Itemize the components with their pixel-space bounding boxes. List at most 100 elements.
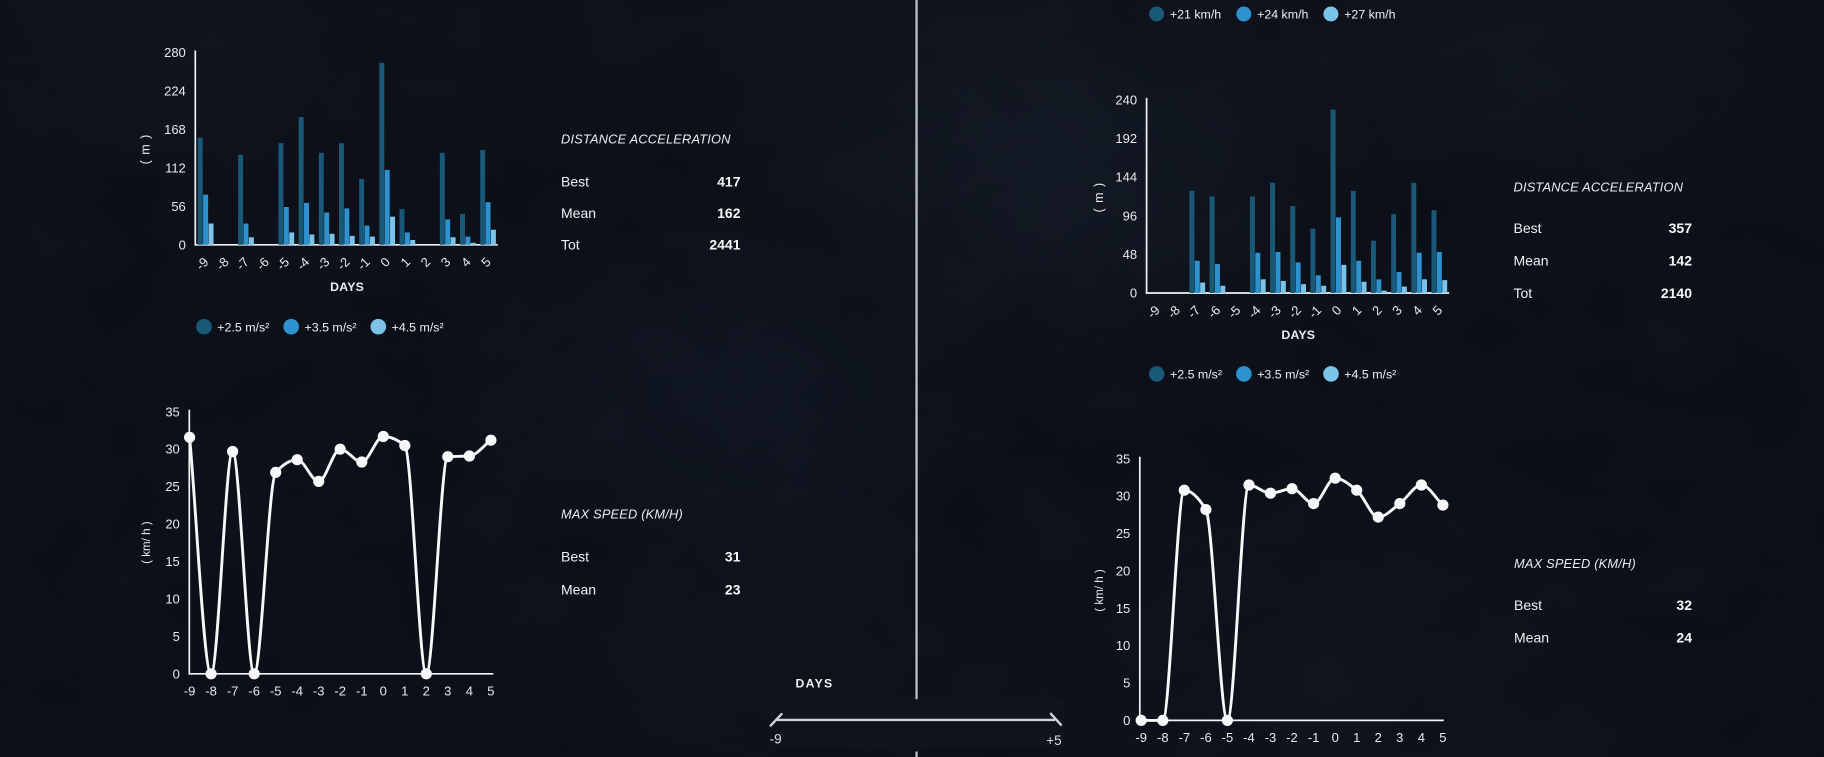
svg-text:24: 24: [1676, 629, 1692, 645]
svg-text:0: 0: [1332, 730, 1339, 745]
svg-text:-9: -9: [770, 732, 782, 747]
svg-text:5: 5: [173, 629, 180, 644]
svg-text:30: 30: [1116, 489, 1130, 504]
svg-text:( m ): ( m ): [139, 134, 153, 165]
svg-text:DISTANCE ACCELERATION: DISTANCE ACCELERATION: [1514, 180, 1684, 195]
svg-text:-8: -8: [205, 684, 217, 699]
svg-text:Mean: Mean: [561, 205, 596, 221]
svg-text:DAYS: DAYS: [330, 280, 364, 294]
svg-text:DISTANCE ACCELERATION: DISTANCE ACCELERATION: [561, 132, 731, 147]
svg-text:Mean: Mean: [1514, 629, 1549, 645]
svg-text:357: 357: [1669, 220, 1693, 236]
svg-text:-3: -3: [313, 684, 325, 699]
svg-text:Best: Best: [561, 174, 589, 190]
svg-text:25: 25: [1116, 526, 1130, 541]
svg-text:Tot: Tot: [1514, 285, 1533, 301]
svg-text:+5: +5: [1046, 733, 1061, 748]
svg-text:30: 30: [165, 442, 179, 457]
svg-text:0: 0: [173, 666, 180, 681]
svg-text:32: 32: [1676, 597, 1692, 613]
svg-text:0: 0: [1123, 713, 1130, 728]
svg-text:DAYS: DAYS: [796, 677, 834, 691]
svg-text:-1: -1: [1308, 730, 1320, 745]
svg-text:5: 5: [487, 684, 494, 699]
svg-text:Mean: Mean: [561, 582, 596, 598]
svg-text:+27 km/h: +27 km/h: [1344, 8, 1395, 22]
svg-text:0: 0: [1130, 286, 1137, 301]
svg-text:Best: Best: [561, 549, 589, 565]
svg-text:( km/ h ): ( km/ h ): [140, 521, 153, 564]
svg-text:25: 25: [165, 479, 179, 494]
svg-text:35: 35: [1116, 451, 1130, 466]
svg-text:20: 20: [1116, 563, 1130, 578]
svg-text:35: 35: [165, 404, 179, 419]
svg-text:-9: -9: [184, 684, 196, 699]
svg-text:0: 0: [179, 237, 186, 252]
svg-text:168: 168: [164, 122, 186, 137]
svg-text:-6: -6: [1200, 730, 1212, 745]
svg-text:-9: -9: [1135, 730, 1147, 745]
svg-text:-5: -5: [1222, 730, 1234, 745]
svg-text:DAYS: DAYS: [1281, 328, 1315, 342]
svg-text:224: 224: [164, 84, 186, 99]
svg-text:20: 20: [165, 517, 179, 532]
svg-text:112: 112: [165, 160, 186, 175]
svg-text:10: 10: [165, 591, 179, 606]
svg-text:-4: -4: [1243, 730, 1255, 745]
svg-text:+21 km/h: +21 km/h: [1170, 8, 1221, 22]
svg-text:3: 3: [1396, 730, 1403, 745]
svg-text:144: 144: [1115, 170, 1137, 185]
svg-text:-4: -4: [291, 684, 303, 699]
svg-text:Mean: Mean: [1514, 253, 1549, 269]
svg-text:192: 192: [1115, 131, 1137, 146]
svg-text:5: 5: [1439, 730, 1446, 745]
svg-text:15: 15: [1116, 601, 1130, 616]
svg-text:280: 280: [164, 45, 186, 60]
svg-text:48: 48: [1123, 247, 1137, 262]
svg-text:31: 31: [725, 549, 741, 565]
svg-text:1: 1: [1353, 730, 1360, 745]
svg-text:3: 3: [444, 684, 451, 699]
svg-text:142: 142: [1669, 253, 1693, 269]
svg-text:-3: -3: [1265, 730, 1277, 745]
svg-text:10: 10: [1116, 638, 1130, 653]
svg-text:2441: 2441: [709, 237, 740, 253]
svg-text:1: 1: [401, 684, 408, 699]
svg-text:-2: -2: [334, 684, 346, 699]
svg-text:-5: -5: [270, 684, 282, 699]
svg-text:417: 417: [717, 174, 741, 190]
svg-text:MAX SPEED (KM/H): MAX SPEED (KM/H): [1514, 556, 1636, 571]
svg-text:162: 162: [717, 205, 741, 221]
svg-text:+2.5 m/s²: +2.5 m/s²: [217, 320, 269, 334]
svg-text:4: 4: [1418, 730, 1425, 745]
svg-text:+3.5 m/s²: +3.5 m/s²: [1257, 368, 1309, 382]
svg-text:Best: Best: [1514, 220, 1542, 236]
svg-text:2140: 2140: [1661, 285, 1692, 301]
svg-text:23: 23: [725, 582, 741, 598]
svg-text:-1: -1: [356, 684, 368, 699]
svg-text:5: 5: [1123, 676, 1130, 691]
svg-text:0: 0: [380, 684, 387, 699]
svg-text:-2: -2: [1286, 730, 1298, 745]
svg-text:-6: -6: [248, 684, 260, 699]
svg-text:( km/ h ): ( km/ h ): [1093, 569, 1106, 612]
svg-text:4: 4: [466, 684, 473, 699]
svg-text:-7: -7: [227, 684, 239, 699]
svg-text:15: 15: [165, 554, 179, 569]
svg-text:+3.5 m/s²: +3.5 m/s²: [305, 320, 357, 334]
svg-text:96: 96: [1123, 208, 1137, 223]
svg-text:240: 240: [1115, 92, 1137, 107]
svg-text:-7: -7: [1179, 730, 1191, 745]
svg-text:-8: -8: [1157, 730, 1169, 745]
svg-text:Best: Best: [1514, 597, 1542, 613]
svg-text:+4.5 m/s²: +4.5 m/s²: [392, 320, 444, 334]
svg-text:Tot: Tot: [561, 237, 580, 253]
svg-text:+4.5 m/s²: +4.5 m/s²: [1344, 368, 1396, 382]
svg-text:+2.5 m/s²: +2.5 m/s²: [1170, 368, 1222, 382]
svg-text:( m ): ( m ): [1092, 182, 1106, 213]
svg-text:MAX SPEED (KM/H): MAX SPEED (KM/H): [561, 507, 683, 522]
svg-text:56: 56: [171, 199, 185, 214]
svg-text:2: 2: [423, 684, 430, 699]
svg-text:2: 2: [1375, 730, 1382, 745]
svg-text:+24 km/h: +24 km/h: [1257, 8, 1308, 22]
